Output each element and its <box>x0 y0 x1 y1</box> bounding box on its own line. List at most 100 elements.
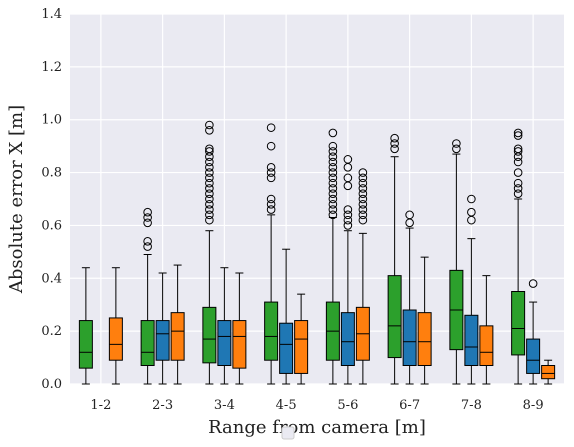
x-tick-labels: 1-2 2-3 3-4 4-5 5-6 6-7 7-8 8-9 <box>90 398 543 413</box>
outlier-point <box>343 173 353 183</box>
x-tick-label: 3-4 <box>214 398 235 413</box>
box-8-9-series-0 <box>511 128 526 385</box>
outlier-point <box>358 189 368 199</box>
outlier-point <box>343 215 353 225</box>
y-tick-label: 0.0 <box>41 377 62 392</box>
x-tick-label: 1-2 <box>90 398 111 413</box>
outlier-point <box>266 141 276 151</box>
y-tick-label: 0.4 <box>41 271 62 286</box>
outlier-point <box>266 162 276 172</box>
box-iqr <box>170 312 185 361</box>
x-tick-label: 2-3 <box>152 398 173 413</box>
outlier-point <box>358 205 368 214</box>
outlier-point <box>205 162 214 172</box>
outlier-point <box>343 210 353 220</box>
outlier-point <box>205 125 214 135</box>
y-tick-label: 1.2 <box>41 60 62 75</box>
outlier-point <box>266 199 276 209</box>
outlier-point <box>513 147 523 156</box>
box-iqr <box>479 325 494 367</box>
outlier-point <box>328 199 338 209</box>
outlier-point <box>205 178 214 188</box>
box-5-6-series-2 <box>355 168 370 385</box>
box-1-2-series-2 <box>108 267 123 385</box>
x-tick-label: 7-8 <box>461 398 482 413</box>
outlier-point <box>205 205 214 214</box>
y-tick-label: 0.8 <box>41 166 62 181</box>
outlier-point <box>513 131 523 140</box>
box-iqr <box>387 275 402 359</box>
outlier-point <box>513 168 523 177</box>
x-tick-label: 6-7 <box>399 398 420 413</box>
box-iqr <box>526 338 541 374</box>
outlier-point <box>343 205 353 214</box>
x-tick-label: 8-9 <box>523 398 544 413</box>
outlier-point <box>452 139 461 148</box>
legend-box <box>281 426 295 440</box>
outlier-point <box>358 210 368 220</box>
box-6-7-series-2 <box>417 256 432 385</box>
outlier-point <box>467 207 476 217</box>
outlier-point <box>390 133 399 143</box>
outlier-point <box>358 194 368 204</box>
x-tick-label: 5-6 <box>337 398 358 413</box>
x-tick-label: 4-5 <box>276 398 297 413</box>
outlier-point <box>328 147 338 156</box>
y-tick-label: 1.4 <box>41 7 62 22</box>
outlier-point <box>513 178 523 188</box>
outlier-point <box>358 168 368 177</box>
box-iqr <box>541 365 556 380</box>
outlier-point <box>328 205 338 214</box>
box-iqr <box>464 314 479 366</box>
y-tick-label: 1.0 <box>41 113 62 128</box>
box-2-3-series-1 <box>155 272 170 385</box>
outlier-point <box>513 184 523 193</box>
outlier-point <box>358 173 368 183</box>
outlier-point <box>205 147 214 156</box>
box-iqr <box>264 301 279 361</box>
outlier-point <box>205 215 214 225</box>
outlier-point <box>328 178 338 188</box>
y-tick-label: 0.2 <box>41 324 62 339</box>
box-iqr <box>108 317 123 361</box>
outlier-point <box>205 157 214 167</box>
outlier-point <box>328 162 338 172</box>
outlier-point <box>405 210 414 220</box>
outlier-point <box>343 155 353 164</box>
outlier-point <box>205 144 214 154</box>
outlier-point <box>143 218 152 228</box>
box-iqr <box>78 320 93 369</box>
outlier-point <box>343 221 353 230</box>
outlier-point <box>266 205 276 214</box>
outlier-point <box>528 279 538 288</box>
outlier-point <box>328 168 338 177</box>
outlier-point <box>328 173 338 183</box>
box-iqr <box>217 320 232 367</box>
outlier-point <box>143 242 152 251</box>
outlier-point <box>328 184 338 193</box>
box-iqr <box>279 322 294 374</box>
y-tick-label: 0.6 <box>41 218 62 233</box>
box-iqr <box>155 320 170 361</box>
box-8-9-series-2 <box>541 359 556 385</box>
box-iqr <box>511 291 526 356</box>
outlier-point <box>143 213 152 222</box>
y-axis-label: Absolute error X [m] <box>6 105 27 294</box>
outlier-point <box>467 194 476 204</box>
outlier-point <box>358 199 368 209</box>
outlier-point <box>205 184 214 193</box>
outlier-point <box>328 210 338 220</box>
outlier-point <box>328 189 338 199</box>
outlier-point <box>328 128 338 138</box>
box-1-2-series-0 <box>78 267 93 385</box>
outlier-point <box>328 141 338 151</box>
box-iqr <box>340 312 355 366</box>
outlier-point <box>205 173 214 183</box>
outlier-point <box>205 194 214 204</box>
outlier-point <box>205 210 214 220</box>
boxes <box>78 120 556 385</box>
box-4-5-series-0 <box>264 123 279 385</box>
box-iqr <box>140 320 155 367</box>
box-3-4-series-1 <box>217 267 232 385</box>
